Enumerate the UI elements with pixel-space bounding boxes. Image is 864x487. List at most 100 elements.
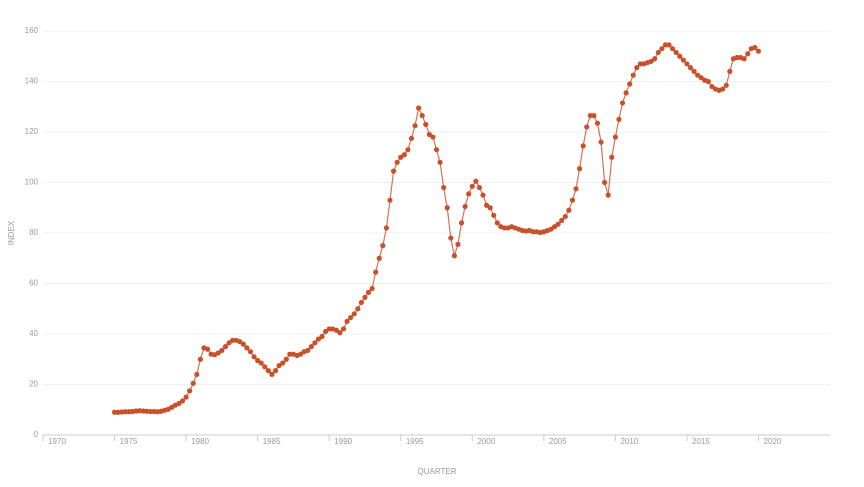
point [190, 380, 196, 386]
point [229, 337, 236, 343]
line [114, 44, 759, 413]
point [269, 371, 275, 377]
point [673, 49, 679, 56]
point [723, 82, 729, 88]
point [473, 178, 479, 184]
point [326, 326, 332, 332]
point [362, 294, 368, 300]
point [630, 72, 636, 78]
point [383, 225, 390, 231]
point [476, 184, 483, 191]
y-tick-label: 20 [29, 380, 38, 389]
point [584, 124, 590, 130]
y-tick-label: 160 [25, 26, 39, 35]
y-tick-label: 60 [29, 279, 38, 288]
y-tick-label: 100 [25, 178, 39, 187]
point [337, 330, 343, 336]
point [204, 346, 211, 352]
point [580, 143, 586, 149]
point [655, 49, 661, 56]
point [419, 112, 425, 119]
point [387, 197, 393, 203]
point [576, 166, 583, 172]
point [555, 221, 561, 227]
point [573, 186, 579, 192]
point [687, 65, 694, 71]
point [179, 398, 186, 404]
point [348, 314, 354, 321]
point [677, 53, 683, 59]
point [247, 349, 254, 355]
point [305, 347, 311, 354]
point [448, 235, 454, 241]
point [569, 197, 576, 203]
point [244, 345, 250, 351]
point [609, 154, 615, 160]
point [312, 340, 318, 346]
point [265, 368, 271, 374]
point [355, 306, 361, 312]
point [755, 48, 762, 54]
point [670, 46, 676, 52]
point [376, 255, 382, 261]
point [691, 68, 697, 74]
point [637, 61, 644, 67]
point [616, 116, 622, 122]
point [662, 42, 669, 48]
point [351, 311, 357, 317]
point [147, 408, 153, 415]
point [752, 44, 758, 51]
point [594, 120, 601, 126]
y-axis-label: INDEX [7, 220, 16, 245]
point [423, 121, 429, 128]
point [358, 299, 364, 306]
point [652, 56, 658, 62]
point [437, 159, 443, 165]
point [222, 344, 229, 350]
point [587, 112, 593, 119]
point [605, 192, 611, 198]
y-tick-label: 0 [34, 430, 39, 439]
point [634, 65, 640, 71]
point [602, 179, 608, 186]
point [451, 253, 457, 259]
point [319, 333, 325, 340]
point [287, 351, 293, 357]
point [194, 371, 200, 377]
point [491, 212, 497, 218]
point [401, 152, 407, 158]
point [394, 159, 400, 165]
point [412, 123, 418, 129]
x-tick-label: 2005 [549, 437, 567, 446]
point [262, 364, 268, 370]
point [734, 54, 740, 61]
point [444, 205, 450, 211]
point [308, 344, 314, 350]
point [684, 61, 690, 67]
point [430, 134, 436, 140]
point [344, 318, 350, 324]
point [741, 56, 747, 62]
point [197, 356, 203, 362]
point [405, 147, 411, 153]
point [408, 135, 415, 141]
point [705, 78, 711, 85]
y-tick-label: 80 [29, 228, 38, 237]
point [466, 191, 472, 197]
point [455, 241, 461, 247]
point [530, 229, 536, 235]
point [373, 269, 379, 275]
y-tick-label: 40 [29, 329, 38, 338]
x-tick-label: 2010 [620, 437, 638, 446]
point [187, 388, 193, 394]
x-axis-label: QUARTER [418, 467, 457, 476]
x-tick-label: 1970 [48, 437, 66, 446]
point [340, 326, 347, 332]
x-tick-label: 1975 [120, 437, 138, 446]
point [462, 203, 468, 210]
point [598, 139, 604, 145]
point [369, 285, 375, 292]
point [566, 207, 572, 213]
point [433, 147, 440, 153]
point [240, 341, 246, 347]
